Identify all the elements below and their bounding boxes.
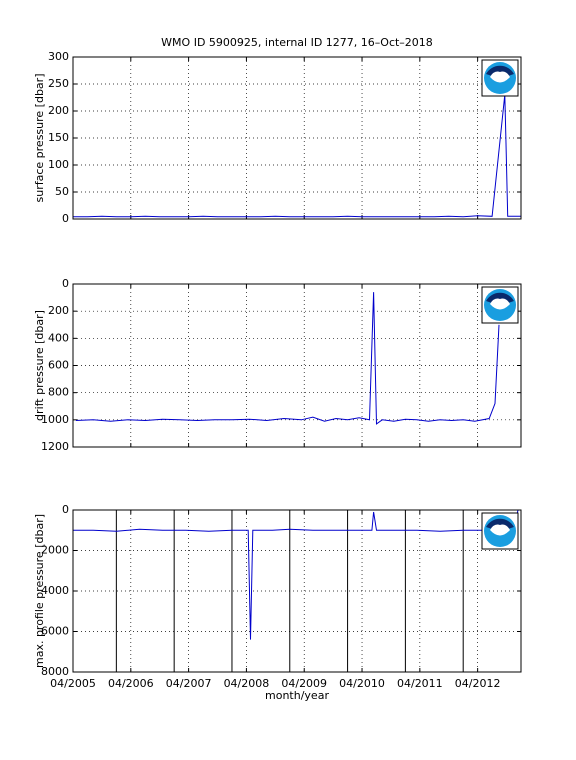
plot-frame — [72, 56, 522, 220]
x-tick-label: 04/2005 — [50, 677, 96, 690]
y-tick-label: 600 — [48, 359, 69, 372]
y-tick-label: 0 — [62, 277, 69, 290]
y-tick-label: 800 — [48, 386, 69, 399]
logo-wing — [490, 71, 510, 83]
x-tick-label: 04/2006 — [108, 677, 154, 690]
y-tick-label: 50 — [55, 185, 69, 198]
data-line — [73, 94, 521, 218]
y-axis-label: max. profile pressure [dbar] — [33, 514, 46, 668]
plot-frame — [72, 283, 522, 448]
y-tick-label: 200 — [48, 304, 69, 317]
y-axis-label: drift pressure [dbar] — [33, 310, 46, 421]
y-axis-label: surface pressure [dbar] — [33, 74, 46, 203]
x-tick-label: 04/2012 — [455, 677, 501, 690]
y-tick-label: 6000 — [41, 625, 69, 638]
data-line — [73, 509, 521, 640]
logo — [481, 59, 519, 97]
logo-wing — [490, 298, 510, 310]
x-axis-label: month/year — [265, 689, 329, 702]
y-tick-label: 150 — [48, 131, 69, 144]
y-tick-label: 4000 — [41, 584, 69, 597]
y-tick-label: 1200 — [41, 440, 69, 453]
logo — [481, 286, 519, 324]
logo — [481, 512, 519, 550]
data-line — [75, 292, 500, 425]
y-tick-label: 100 — [48, 158, 69, 171]
y-tick-label: 300 — [48, 50, 69, 63]
x-tick-label: 04/2010 — [339, 677, 385, 690]
y-tick-label: 0 — [62, 503, 69, 516]
y-tick-label: 0 — [62, 212, 69, 225]
y-tick-label: 400 — [48, 331, 69, 344]
y-tick-label: 2000 — [41, 544, 69, 557]
x-tick-label: 04/2011 — [397, 677, 443, 690]
y-tick-label: 8000 — [41, 665, 69, 678]
plot-frame — [72, 509, 522, 673]
x-tick-label: 04/2008 — [224, 677, 270, 690]
y-tick-label: 250 — [48, 77, 69, 90]
y-tick-label: 1000 — [41, 413, 69, 426]
x-tick-label: 04/2009 — [281, 677, 327, 690]
y-tick-label: 200 — [48, 104, 69, 117]
x-tick-label: 04/2007 — [166, 677, 212, 690]
chart-title: WMO ID 5900925, internal ID 1277, 16–Oct… — [161, 36, 433, 49]
logo-wing — [490, 524, 510, 536]
